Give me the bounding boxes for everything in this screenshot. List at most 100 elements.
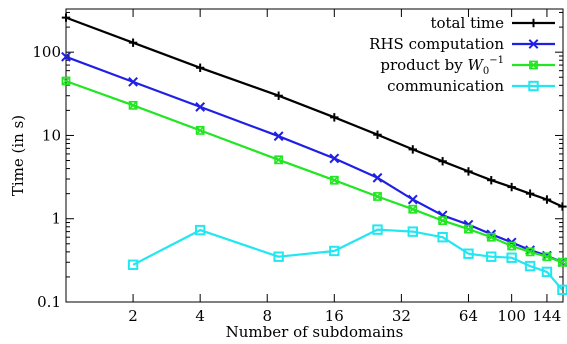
marker-square bbox=[372, 224, 383, 235]
data-point bbox=[506, 252, 517, 263]
y-tick-label: 100 bbox=[32, 43, 61, 61]
marker-square bbox=[408, 204, 418, 214]
data-point bbox=[524, 260, 536, 272]
data-point bbox=[542, 252, 552, 262]
data-point bbox=[529, 18, 538, 28]
marker-square bbox=[486, 251, 497, 262]
marker-square bbox=[463, 248, 474, 259]
data-point bbox=[372, 172, 383, 183]
marker-square bbox=[524, 260, 536, 272]
marker-stroke bbox=[438, 216, 447, 225]
marker-stroke bbox=[507, 241, 516, 251]
series-layer bbox=[61, 13, 567, 296]
marker-stroke bbox=[407, 194, 418, 205]
marker-square bbox=[438, 216, 448, 225]
data-point bbox=[486, 232, 496, 242]
data-point bbox=[329, 153, 340, 164]
marker-square bbox=[127, 259, 139, 270]
y-tick-label: 0.1 bbox=[37, 293, 61, 311]
data-point bbox=[274, 155, 284, 165]
marker-stroke bbox=[61, 51, 71, 62]
marker-stroke bbox=[330, 176, 339, 185]
y-axis-title: Time (in s) bbox=[9, 115, 27, 196]
data-point bbox=[528, 39, 539, 49]
marker-stroke bbox=[558, 258, 567, 267]
data-point bbox=[329, 245, 340, 257]
data-point bbox=[525, 247, 535, 257]
marker-square bbox=[528, 80, 539, 92]
marker-square bbox=[61, 76, 71, 86]
marker-stroke bbox=[529, 60, 538, 70]
data-point bbox=[558, 257, 567, 267]
x-tick-label: 144 bbox=[533, 307, 562, 325]
series-3 bbox=[127, 224, 567, 296]
data-point bbox=[542, 195, 552, 204]
data-point bbox=[273, 131, 284, 142]
data-point bbox=[438, 216, 448, 225]
y-tick-label: 10 bbox=[42, 126, 61, 144]
marker-stroke bbox=[525, 245, 536, 256]
marker-stroke bbox=[128, 76, 138, 87]
data-point bbox=[408, 145, 417, 154]
data-point bbox=[507, 241, 517, 251]
marker-square bbox=[437, 232, 448, 243]
series-line bbox=[65, 16, 563, 208]
data-point bbox=[486, 251, 497, 262]
marker-stroke bbox=[274, 155, 283, 164]
y-tick-label: 1 bbox=[51, 210, 61, 228]
data-point bbox=[437, 232, 448, 243]
marker-stroke bbox=[528, 39, 539, 49]
data-point bbox=[128, 100, 138, 110]
data-point bbox=[274, 91, 283, 100]
marker-stroke bbox=[372, 172, 383, 183]
data-point bbox=[373, 192, 382, 201]
data-point bbox=[507, 182, 516, 192]
marker-stroke bbox=[61, 76, 71, 86]
legend-label: communication bbox=[387, 77, 504, 95]
data-point bbox=[487, 176, 496, 185]
legend-label-math-sup: −1 bbox=[489, 55, 504, 66]
data-point bbox=[464, 224, 473, 234]
series-0 bbox=[61, 13, 567, 211]
x-tick-label: 4 bbox=[195, 307, 205, 325]
marker-square bbox=[407, 226, 418, 237]
marker-square bbox=[329, 175, 339, 185]
marker-stroke bbox=[408, 205, 417, 214]
data-point bbox=[61, 51, 71, 62]
data-point bbox=[329, 175, 339, 185]
marker-stroke bbox=[487, 233, 496, 242]
marker-square bbox=[464, 224, 473, 234]
data-point bbox=[195, 102, 206, 112]
marker-square bbox=[329, 245, 340, 257]
marker-square bbox=[541, 266, 553, 278]
data-point bbox=[464, 167, 473, 176]
data-point bbox=[61, 76, 71, 86]
plot-frame bbox=[65, 8, 564, 303]
x-tick-label: 64 bbox=[459, 307, 478, 325]
data-point bbox=[195, 125, 205, 135]
data-point bbox=[372, 224, 383, 235]
legend-label-math-base: W bbox=[467, 56, 484, 74]
x-tick-label: 16 bbox=[325, 307, 344, 325]
marker-square bbox=[373, 192, 382, 201]
legend-label: total time bbox=[430, 14, 504, 32]
data-point bbox=[128, 76, 138, 87]
data-point bbox=[407, 194, 418, 205]
marker-square bbox=[194, 224, 206, 236]
data-point bbox=[529, 60, 538, 70]
marker-stroke bbox=[542, 252, 552, 261]
marker-stroke bbox=[373, 192, 382, 201]
data-point bbox=[407, 226, 418, 237]
data-point bbox=[558, 202, 567, 211]
data-point bbox=[330, 113, 339, 122]
marker-square bbox=[525, 247, 535, 257]
marker-square bbox=[506, 252, 517, 263]
series-line bbox=[132, 228, 564, 291]
marker-square bbox=[273, 251, 284, 262]
marker-square bbox=[529, 60, 538, 70]
marker-stroke bbox=[273, 131, 284, 142]
marker-stroke bbox=[128, 101, 138, 110]
marker-stroke bbox=[195, 126, 205, 135]
series-2 bbox=[61, 76, 567, 267]
data-point bbox=[194, 224, 206, 236]
